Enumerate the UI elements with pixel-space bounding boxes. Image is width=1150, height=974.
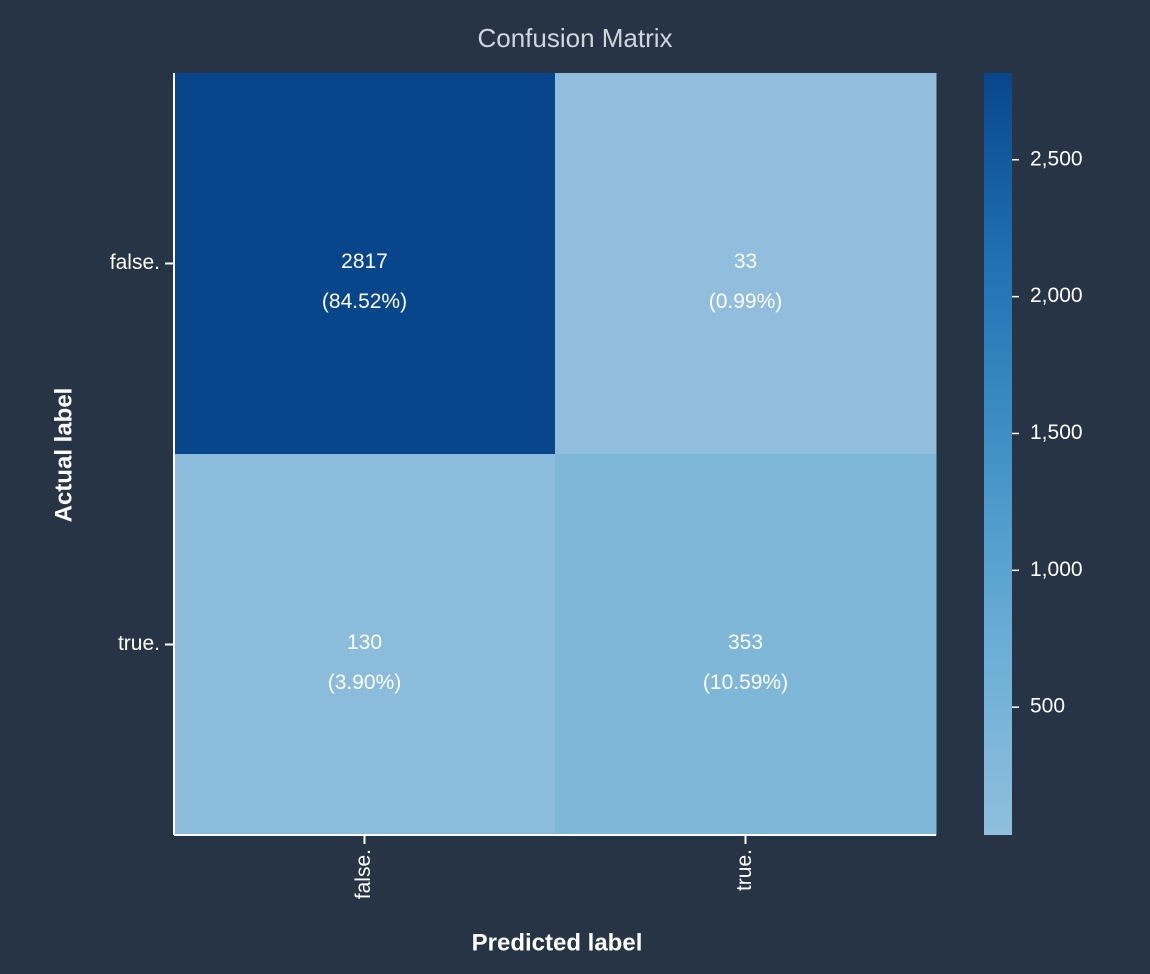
- heatmap-cell: [555, 454, 937, 836]
- cell-percentage-label: (10.59%): [703, 671, 788, 694]
- colorbar-tick-label: 2,500: [1030, 147, 1083, 170]
- y-axis-label: Actual label: [50, 388, 77, 523]
- heatmap-cell: [174, 454, 556, 836]
- cell-percentage-label: (84.52%): [322, 290, 407, 313]
- chart-title: Confusion Matrix: [477, 23, 672, 53]
- cell-count-label: 130: [347, 631, 382, 654]
- colorbar-tick-label: 1,500: [1030, 421, 1083, 444]
- y-tick-label: true.: [118, 632, 160, 655]
- x-tick-label: false.: [352, 849, 375, 899]
- cell-count-label: 353: [728, 631, 763, 654]
- cell-count-label: 2817: [341, 250, 388, 273]
- cell-percentage-label: (3.90%): [328, 671, 402, 694]
- cell-count-label: 33: [734, 250, 757, 273]
- colorbar-tick-label: 500: [1030, 695, 1065, 718]
- colorbar: [984, 73, 1012, 835]
- y-tick-label: false.: [110, 251, 160, 274]
- colorbar-tick-label: 1,000: [1030, 558, 1083, 581]
- cell-percentage-label: (0.99%): [709, 290, 783, 313]
- x-tick-label: true.: [733, 849, 756, 891]
- heatmap-cell: [555, 73, 937, 455]
- heatmap-cell: [174, 73, 556, 455]
- x-axis-label: Predicted label: [472, 929, 643, 956]
- colorbar-tick-label: 2,000: [1030, 284, 1083, 307]
